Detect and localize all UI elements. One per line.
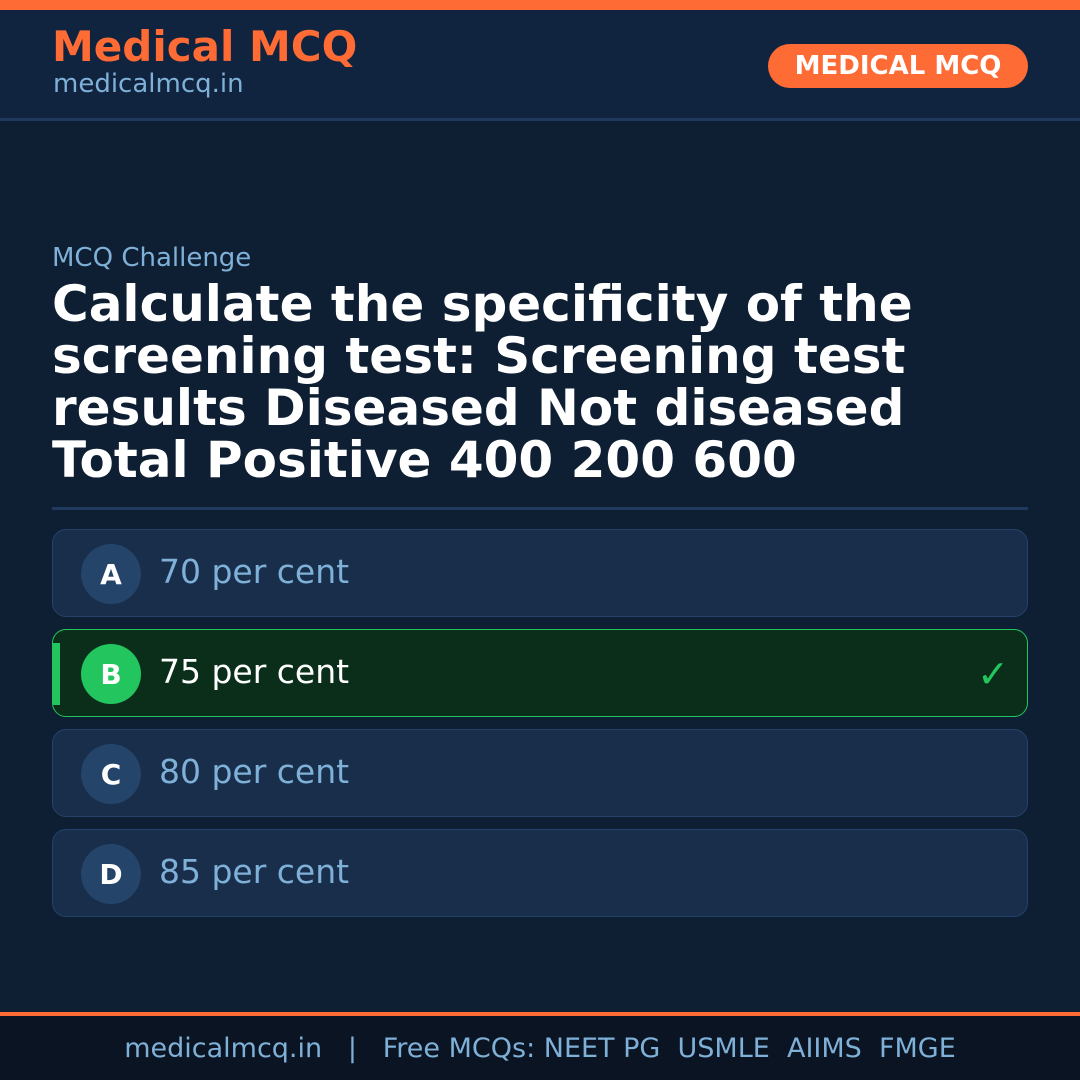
brand-title: Medical MCQ (52, 22, 358, 71)
option-a[interactable]: A 70 per cent (52, 529, 1028, 617)
category-badge: MEDICAL MCQ (768, 44, 1028, 88)
checkmark-icon: ✓ (977, 652, 1009, 696)
option-letter: D (81, 844, 141, 904)
eyebrow-label: MCQ Challenge (52, 243, 252, 273)
top-accent-bar (0, 0, 1080, 10)
option-text: 75 per cent (159, 652, 350, 691)
option-letter: C (81, 744, 141, 804)
option-text: 70 per cent (159, 552, 350, 591)
question-text: Calculate the specificity of the screeni… (52, 275, 913, 489)
header: Medical MCQ medicalmcq.in MEDICAL MCQ (0, 10, 1080, 121)
footer: medicalmcq.in | Free MCQs: NEET PG USMLE… (0, 1012, 1080, 1080)
option-letter: B (81, 644, 141, 704)
option-c[interactable]: C 80 per cent (52, 729, 1028, 817)
divider (52, 507, 1028, 510)
option-letter: A (81, 544, 141, 604)
option-text: 80 per cent (159, 752, 350, 791)
option-d[interactable]: D 85 per cent (52, 829, 1028, 917)
site-url: medicalmcq.in (53, 69, 244, 99)
option-b-correct[interactable]: B 75 per cent ✓ (52, 629, 1028, 717)
option-text: 85 per cent (159, 852, 350, 891)
correct-indicator-bar (53, 643, 60, 705)
